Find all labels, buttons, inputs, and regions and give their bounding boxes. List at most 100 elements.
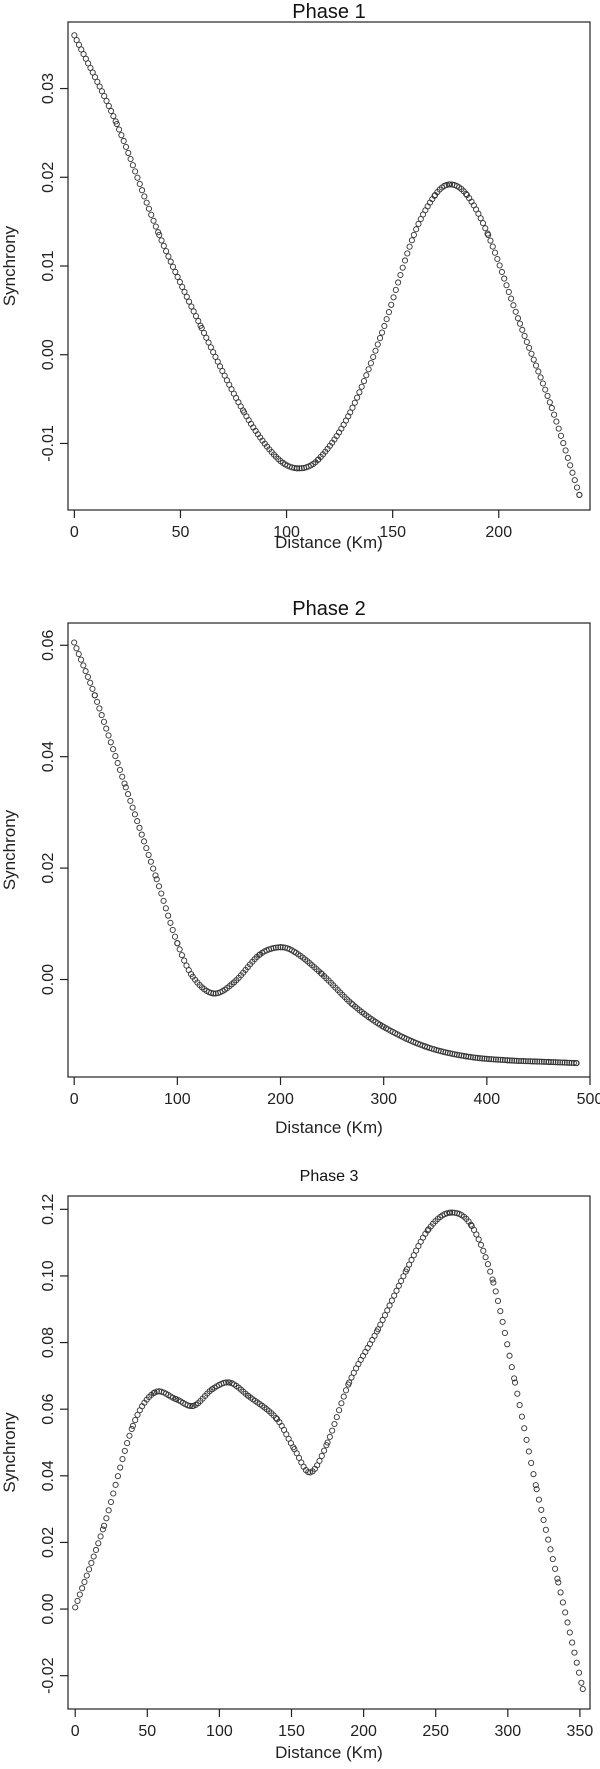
data-point [379, 1316, 386, 1324]
data-point [535, 1496, 543, 1503]
data-point [462, 190, 470, 197]
data-point [481, 1055, 488, 1062]
data-point [523, 1436, 530, 1443]
data-point [552, 1059, 559, 1066]
data-point [383, 316, 390, 323]
data-point [134, 1411, 141, 1418]
data-point [525, 1448, 532, 1455]
data-point [449, 1050, 456, 1057]
data-point [528, 1459, 535, 1466]
data-point [564, 1619, 571, 1626]
data-point [490, 1279, 497, 1286]
data-point [80, 662, 87, 669]
x-tick-label: 100 [164, 1091, 191, 1108]
data-point [401, 257, 409, 264]
data-point [105, 102, 112, 109]
data-point [408, 237, 415, 244]
data-point [549, 1555, 556, 1563]
data-point [537, 374, 544, 381]
data-point [447, 1050, 454, 1057]
data-point [511, 1057, 518, 1064]
data-point [100, 1522, 108, 1529]
data-point [562, 447, 569, 454]
data-point [73, 645, 80, 652]
data-point [465, 1053, 472, 1060]
data-point [200, 329, 208, 336]
data-point [87, 679, 94, 686]
data-point [576, 491, 583, 498]
data-point [444, 1049, 451, 1056]
x-tick-label: 200 [267, 1091, 294, 1108]
data-point [99, 1526, 106, 1533]
data-point [125, 149, 132, 156]
data-point [449, 1209, 456, 1216]
data-point [203, 334, 210, 341]
data-point [103, 725, 110, 732]
data-point [384, 1307, 391, 1314]
data-point [508, 295, 515, 302]
data-point [152, 872, 159, 879]
data-point [156, 231, 163, 238]
data-point [559, 1599, 566, 1606]
data-point [518, 1057, 525, 1065]
data-point [214, 358, 221, 365]
x-tick-label: 300 [494, 1723, 521, 1740]
data-point [88, 1559, 95, 1567]
data-point [110, 746, 117, 753]
data-point [143, 199, 150, 206]
data-point [363, 372, 370, 379]
data-point [515, 1057, 522, 1064]
data-point [195, 317, 202, 325]
data-point [443, 181, 450, 188]
data-point [114, 759, 121, 767]
data-point [119, 1456, 126, 1463]
data-point [95, 1540, 102, 1547]
data-point [522, 1058, 529, 1065]
data-point [453, 1051, 460, 1058]
data-point [538, 1506, 545, 1513]
x-tick-label: 400 [473, 1091, 500, 1108]
data-point [134, 818, 141, 825]
data-point [546, 399, 553, 406]
y-tick-label: -0.01 [40, 425, 57, 462]
x-tick-label: 250 [422, 1723, 449, 1740]
data-point [511, 1375, 518, 1382]
x-tick-label: 350 [567, 1723, 594, 1740]
data-point [395, 279, 402, 286]
data-point [78, 46, 85, 53]
data-point [474, 1054, 481, 1062]
data-point [77, 656, 85, 663]
data-point [536, 1058, 543, 1065]
data-point [356, 389, 363, 396]
data-point [129, 804, 136, 811]
data-point [150, 217, 157, 224]
data-point [174, 940, 181, 947]
data-point [524, 1058, 532, 1065]
data-point [408, 1256, 415, 1264]
data-point [94, 78, 101, 85]
data-point [128, 1425, 135, 1433]
y-tick-label: 0.02 [40, 1527, 57, 1558]
data-point [485, 231, 492, 238]
data-point [103, 1515, 110, 1522]
data-point [83, 1572, 90, 1579]
y-axis-title: Synchrony [0, 1412, 19, 1493]
data-point [569, 1639, 576, 1646]
data-point [216, 363, 224, 370]
data-point [336, 1407, 343, 1414]
data-point [378, 329, 386, 336]
data-point [377, 335, 384, 342]
x-tick-label: 50 [172, 524, 190, 541]
data-point [136, 824, 143, 831]
data-point [105, 732, 112, 739]
data-point [101, 93, 108, 100]
data-point [470, 1054, 477, 1061]
data-point [539, 380, 546, 387]
data-point [351, 399, 358, 406]
data-point [129, 1422, 136, 1429]
data-point [512, 308, 519, 315]
data-point [530, 1471, 537, 1478]
data-point [129, 162, 136, 169]
data-point [80, 51, 87, 58]
data-point [545, 1536, 552, 1543]
